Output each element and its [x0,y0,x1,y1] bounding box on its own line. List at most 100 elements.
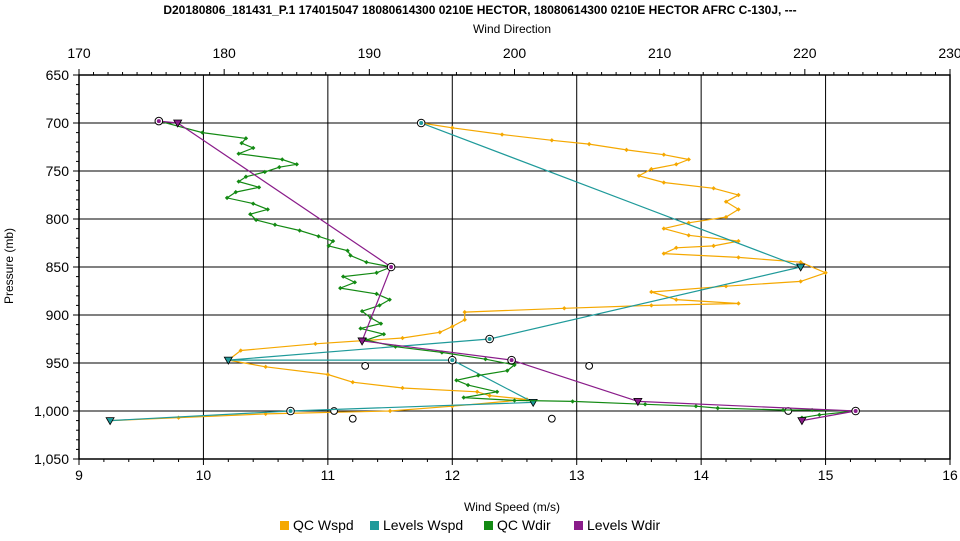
legend-swatch [574,521,583,530]
data-point-levels-wdir [633,398,643,407]
series-line-levels-wdir [158,120,856,422]
data-point-qc-wspd [624,147,629,153]
data-point-qc-wspd [674,162,679,167]
bottom-tick-label: 12 [444,467,460,483]
data-point-qc-wspd [499,132,505,137]
top-tick-label: 180 [212,45,236,61]
data-point-qc-wdir [715,405,720,411]
data-point-qc-wdir [352,280,358,285]
legend-label: QC Wdir [497,517,551,533]
data-point-qc-wspd [711,186,716,191]
data-point-levels-wdir [357,337,367,346]
data-point-qc-wspd [350,380,355,385]
data-point-qc-wspd [400,385,405,391]
series-levels-wspd [105,118,806,426]
data-point-qc-wdir [359,308,365,314]
y-tick-label: 1,050 [34,451,69,467]
top-tick-label: 200 [503,45,527,61]
data-point-qc-wspd [176,415,181,420]
data-point-qc-wdir [236,179,241,184]
data-point-qc-wspd [736,207,741,212]
data-point-qc-wspd [636,173,642,178]
data-point-core-levels-wdir [509,358,514,363]
data-point-levels-wdir [173,119,183,128]
data-point-levels-wdir [797,417,807,426]
top-tick-label: 170 [67,45,91,61]
legend: QC Wspd Levels Wspd QC Wdir Levels Wdir [280,517,660,533]
top-axis-label: Wind Direction [473,22,551,36]
data-point-qc-wspd [674,245,679,250]
data-point-qc-wspd [487,393,492,398]
data-point-qc-wdir [381,332,387,337]
data-point-qc-wdir [387,297,392,302]
data-point-qc-wdir [465,382,471,388]
data-point-qc-wdir [253,217,259,223]
data-point-qc-wdir [272,222,278,227]
data-point-qc-wdir [251,145,256,151]
data-point-core-levels-wspd [487,337,492,341]
data-point-qc-wspd [711,243,716,249]
data-point-qc-wspd [736,238,741,244]
data-point-core-levels-wdir [389,265,394,269]
data-point-qc-wdir [297,228,302,233]
bottom-axis-label: Wind Speed (m/s) [464,500,560,514]
data-point-qc-wdir [239,140,244,146]
series-line-levels-wspd [110,122,803,422]
data-point-core-levels-wspd [419,121,424,125]
data-point-qc-wdir [316,234,321,239]
data-point-qc-wspd [549,138,555,143]
data-point-qc-wspd [798,260,803,265]
data-point-qc-wspd [649,303,654,308]
top-tick-label: 220 [793,45,817,61]
legend-swatch [280,521,289,530]
data-point-qc-wspd [238,348,243,353]
bottom-tick-label: 11 [321,467,336,483]
ticks: 9 10 11 12 13 14 15 16 170 180 190 200 210 220 230 650 7… [34,45,960,483]
data-point-qc-wdir [476,373,481,378]
data-point-qc-wdir [642,402,648,407]
y-tick-label: 700 [46,115,70,131]
plot-frame [78,74,951,460]
data-point-qc-wdir [374,270,379,275]
data-point-qc-wdir [233,189,238,195]
bottom-tick-label: 10 [196,467,212,483]
top-tick-label: 230 [938,45,960,61]
data-point-qc-wspd [823,270,828,275]
data-point-qc-wdir [512,398,517,403]
data-point-qc-wdir [236,151,241,156]
data-point-qc-wspd [387,408,393,414]
data-point-qc-wspd [462,309,467,315]
data-point-qc-wdir [326,243,331,249]
data-point-qc-wspd [674,297,679,302]
data-point-qc-wdir [200,130,205,135]
data-point-qc-wdir [505,368,510,373]
data-point-qc-wspd [798,279,803,284]
data-point-qc-wdir [256,185,262,190]
open-marker-qc-wspd [348,414,357,423]
data-point-qc-wspd [586,141,592,147]
data-point-qc-wdir [780,407,786,413]
data-point-qc-wdir [377,303,382,308]
data-point-qc-wspd [400,335,405,341]
data-point-qc-wdir [461,395,466,400]
data-point-qc-wspd [686,233,691,238]
series-qc-wdir [156,118,858,420]
data-point-qc-wspd [736,301,741,306]
data-point-qc-wdir [483,356,488,362]
data-point-qc-wspd [649,289,654,295]
legend-item: Levels Wdir [574,517,660,533]
data-point-qc-wdir [341,274,346,279]
legend-label: QC Wspd [293,517,354,533]
data-point-qc-wspd [450,324,455,329]
data-point-qc-wspd [661,226,667,231]
data-point-core-levels-wdir [853,409,858,413]
y-tick-label: 950 [46,355,70,371]
data-point-qc-wspd [263,364,268,370]
legend-swatch [484,521,493,530]
data-point-qc-wdir [243,174,249,179]
y-tick-label: 750 [46,163,70,179]
legend-label: Levels Wspd [383,517,463,533]
data-point-qc-wdir [262,169,268,175]
data-point-qc-wspd [723,199,729,204]
